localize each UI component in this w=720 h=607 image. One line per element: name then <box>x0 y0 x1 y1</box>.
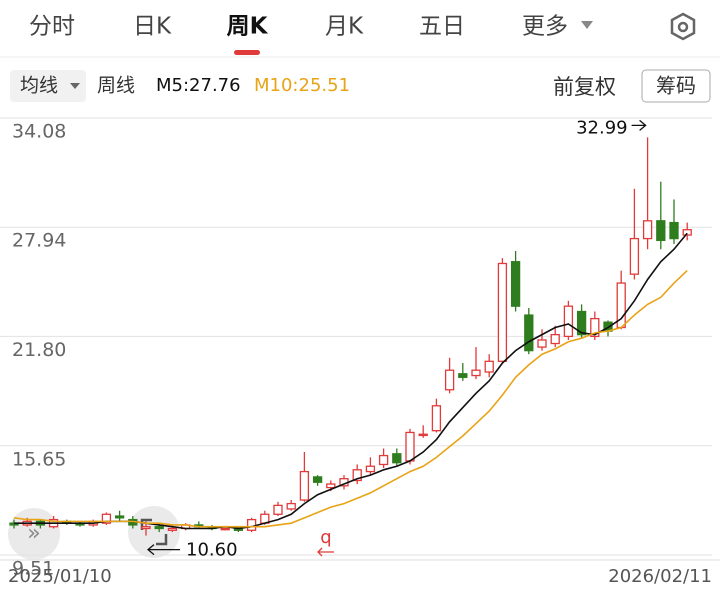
candle-body <box>550 333 560 345</box>
candle-body <box>405 431 415 462</box>
ma-button[interactable]: 均线 <box>20 75 58 97</box>
tab[interactable]: 日K <box>133 14 172 40</box>
x-tick-label: 2025/01/10 <box>8 566 112 587</box>
candle-body <box>167 527 178 531</box>
candle-body <box>299 470 310 501</box>
candle-body <box>154 526 164 530</box>
settings-icon[interactable] <box>670 12 696 41</box>
min-label: 10.60 <box>186 540 238 561</box>
candle-body <box>392 453 402 464</box>
candle-body <box>352 469 362 482</box>
tab[interactable]: 更多 <box>522 14 568 40</box>
candle-body <box>246 518 257 531</box>
candle-body <box>497 262 508 362</box>
candle-body <box>458 373 468 378</box>
candle-body <box>378 454 389 466</box>
y-tick-label: 15.65 <box>12 448 66 470</box>
candle-body <box>431 405 442 432</box>
tab[interactable]: 分时 <box>29 14 75 40</box>
candle-body <box>273 504 283 515</box>
candle-body <box>418 433 428 437</box>
candle-body <box>444 369 455 391</box>
m5-label: M5:27.76 <box>156 75 241 96</box>
candle-body <box>682 229 692 236</box>
m10-label: M10:25.51 <box>254 75 350 96</box>
candle-body <box>537 339 547 348</box>
y-tick-label: 9.51 <box>12 558 54 580</box>
candle-body <box>642 220 653 240</box>
candle-body <box>365 465 376 473</box>
candle-body <box>114 515 125 519</box>
chips-button[interactable]: 筹码 <box>656 74 696 98</box>
candle-body <box>471 369 481 377</box>
candle-body <box>524 314 534 352</box>
candle-body <box>141 526 151 530</box>
max-label: 32.99 <box>576 117 628 138</box>
candle-body <box>669 221 679 240</box>
y-tick-label: 27.94 <box>12 230 66 252</box>
period: 周线 <box>97 75 135 97</box>
candle-body <box>101 513 112 524</box>
ma-line <box>13 270 688 528</box>
candle-body <box>590 317 600 338</box>
candle-body <box>326 483 336 489</box>
candle-body <box>576 310 587 336</box>
y-tick-label: 34.08 <box>12 121 66 143</box>
tab[interactable]: 五日 <box>419 14 465 40</box>
collapse-button[interactable]: » <box>8 508 60 560</box>
tab[interactable]: 月K <box>325 14 364 40</box>
event-arrow <box>317 547 334 557</box>
candle-body <box>484 360 494 373</box>
tab-indicator <box>234 50 260 55</box>
chips-button-bg[interactable] <box>641 69 711 103</box>
x-tick-label: 2026/02/11 <box>608 566 712 587</box>
tab[interactable]: 周K <box>227 14 269 40</box>
candle-body <box>563 305 574 338</box>
candle-body <box>629 237 640 275</box>
event-marker: q <box>320 527 331 548</box>
y-tick-label: 21.80 <box>12 339 66 361</box>
adjust[interactable]: 前复权 <box>553 75 616 99</box>
ma-button-bg[interactable] <box>10 70 86 102</box>
candle-body <box>510 261 521 307</box>
candle-body <box>286 502 296 510</box>
dropdown-icon <box>70 83 80 89</box>
candle-body <box>220 527 230 531</box>
candle-body <box>656 220 666 242</box>
min-arrow <box>146 544 180 556</box>
candle-body <box>312 476 323 483</box>
max-arrow <box>631 119 647 131</box>
svg-text:»: » <box>27 521 40 546</box>
dropdown-icon <box>581 21 593 29</box>
